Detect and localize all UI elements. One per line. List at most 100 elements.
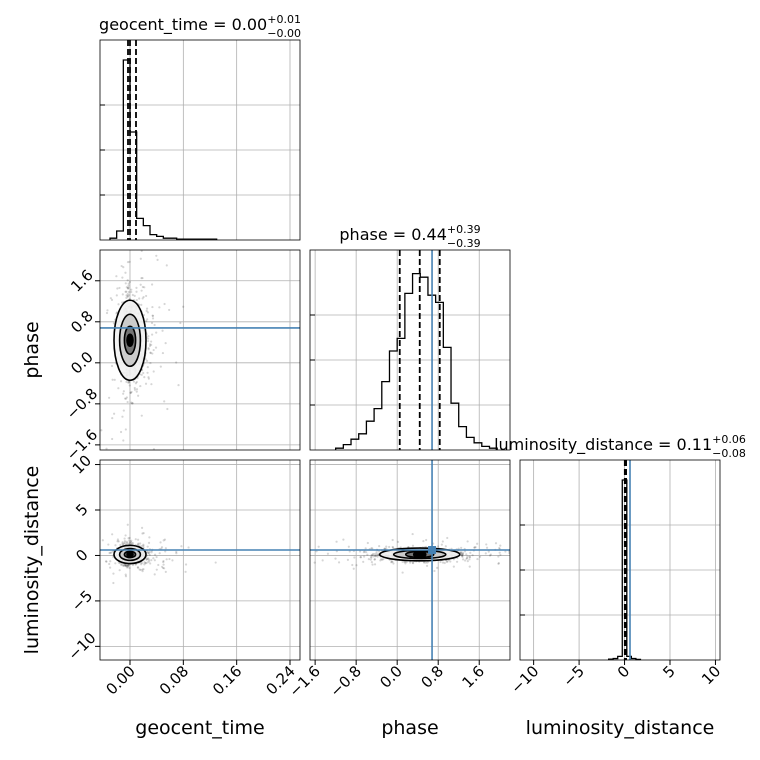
scatter-point: [105, 311, 109, 315]
scatter-point: [313, 561, 316, 564]
scatter-point: [146, 366, 149, 369]
scatter-point: [151, 333, 154, 336]
scatter-point: [412, 561, 415, 565]
scatter-point: [321, 559, 324, 562]
scatter-point: [147, 551, 150, 554]
scatter-point: [138, 568, 141, 571]
scatter-point: [128, 541, 131, 544]
scatter-point: [140, 277, 143, 280]
scatter-point: [461, 553, 464, 556]
scatter-point: [146, 545, 149, 548]
scatter-point: [110, 364, 114, 368]
scatter-point: [130, 288, 133, 291]
scatter-point: [109, 566, 112, 569]
pair-frame-1: [99, 459, 301, 661]
scatter-point: [156, 258, 159, 262]
xtick-label-phase-4: 1.6: [458, 662, 488, 692]
scatter-point: [373, 563, 377, 566]
scatter-point: [125, 540, 128, 543]
scatter-point: [381, 558, 384, 561]
scatter-point: [126, 295, 129, 298]
scatter-point: [108, 551, 111, 555]
scatter-point: [119, 380, 123, 383]
scatter-point: [441, 561, 445, 564]
scatter-point: [146, 557, 149, 560]
scatter-point: [112, 322, 116, 325]
scatter-point: [359, 556, 363, 559]
scatter-point: [142, 568, 145, 571]
scatter-point: [555, 545, 557, 547]
scatter-point: [425, 564, 429, 567]
scatter-point: [122, 542, 126, 545]
scatter-point: [119, 543, 122, 547]
scatter-point: [499, 544, 502, 547]
scatter-point: [145, 558, 148, 561]
scatter-point: [146, 371, 149, 374]
scatter-point: [487, 550, 490, 553]
scatter-point: [153, 573, 156, 576]
ytick-label-luminosity_distance-0: −10: [64, 629, 99, 664]
xtick-label-geocent_time-0: 0.00: [102, 662, 138, 698]
scatter-point: [179, 321, 182, 325]
scatter-point: [153, 323, 156, 327]
scatter-point: [145, 558, 148, 561]
scatter-point: [445, 560, 448, 563]
scatter-point: [152, 557, 155, 560]
scatter-point: [162, 539, 165, 542]
scatter-point: [114, 562, 117, 565]
scatter-point: [151, 305, 154, 309]
scatter-point: [499, 553, 502, 557]
scatter-point: [175, 361, 178, 364]
scatter-point: [111, 378, 114, 381]
xtick-label-luminosity_distance-1: −5: [560, 662, 588, 690]
ytick-label-luminosity_distance-3: 5: [72, 500, 91, 519]
scatter-point: [108, 562, 111, 566]
scatter-point: [150, 383, 153, 386]
scatter-point: [127, 287, 130, 290]
scatter-point: [468, 556, 472, 559]
scatter-point: [504, 550, 507, 553]
scatter-point: [155, 331, 158, 334]
scatter-point: [446, 536, 449, 540]
scatter-point: [135, 390, 138, 393]
scatter-point: [124, 282, 127, 285]
yaxis-label-phase: phase: [21, 321, 43, 378]
scatter-point: [489, 553, 492, 556]
scatter-point: [159, 365, 162, 368]
scatter-point: [133, 386, 136, 390]
scatter-point: [376, 555, 379, 558]
scatter-point: [149, 562, 152, 565]
xtick-label-phase-1: −0.8: [326, 662, 364, 700]
scatter-point: [130, 290, 133, 294]
scatter-point: [141, 285, 144, 289]
pair-panel-phase-luminosity_distance: [309, 459, 557, 661]
scatter-point: [426, 561, 429, 564]
scatter-point: [182, 305, 185, 308]
scatter-point: [120, 264, 123, 268]
scatter-point: [127, 284, 130, 287]
xtick-label-luminosity_distance-4: 10: [698, 662, 724, 688]
scatter-point: [122, 409, 125, 412]
scatter-point: [370, 547, 373, 550]
scatter-point: [365, 551, 368, 554]
scatter-point: [452, 565, 455, 568]
scatter-point: [124, 290, 127, 293]
scatter-point: [142, 546, 145, 549]
scatter-point: [126, 292, 129, 296]
scatter-point: [362, 550, 366, 554]
scatter-point: [131, 563, 135, 567]
scatter-point: [139, 568, 142, 572]
scatter-point: [135, 380, 138, 384]
scatter-point: [373, 558, 377, 561]
scatter-point: [122, 266, 125, 269]
scatter-point: [141, 570, 144, 573]
scatter-point: [184, 570, 187, 573]
scatter-point: [390, 561, 393, 564]
scatter-point: [109, 297, 112, 300]
scatter-point: [465, 556, 469, 560]
scatter-point: [125, 290, 128, 293]
scatter-point: [364, 547, 367, 550]
scatter-point: [119, 430, 123, 434]
scatter-point: [117, 540, 120, 543]
scatter-point: [497, 562, 500, 565]
